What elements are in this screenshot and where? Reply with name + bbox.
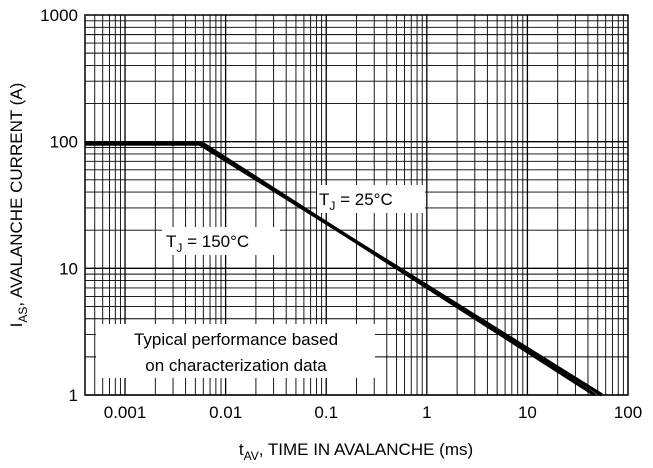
tj25-label-bg [317,185,425,213]
x-tick-label: 0.1 [314,403,338,422]
x-tick-label: 0.01 [209,403,242,422]
x-tick-label: 1 [422,403,431,422]
x-tick-label: 0.001 [104,403,147,422]
y-tick-label: 10 [59,259,78,278]
series-group [85,142,603,397]
plot-frame [84,14,629,396]
note-bg [96,324,375,378]
tj150-label: TJ = 150°C [166,232,249,255]
x-tick-label: 100 [614,403,642,422]
x-tick-labels: 0.001 0.01 0.1 1 10 100 [104,403,642,422]
y-axis-title: IAS, AVALANCHE CURRENT (A) [7,83,30,328]
x-tick-label: 10 [518,403,537,422]
y-tick-label: 100 [50,133,78,152]
y-tick-labels: 1 10 100 1000 [40,6,78,405]
series-line-2 [85,142,596,397]
tj150-label-bg [162,227,280,255]
y-tick-label: 1000 [40,6,78,25]
note-line-2: on characterization data [145,356,327,375]
note-line-1: Typical performance based [134,330,338,349]
y-tick-label: 1 [69,386,78,405]
x-axis-title: tAV, TIME IN AVALANCHE (ms) [239,440,473,463]
tj25-label: TJ = 25°C [319,190,393,213]
